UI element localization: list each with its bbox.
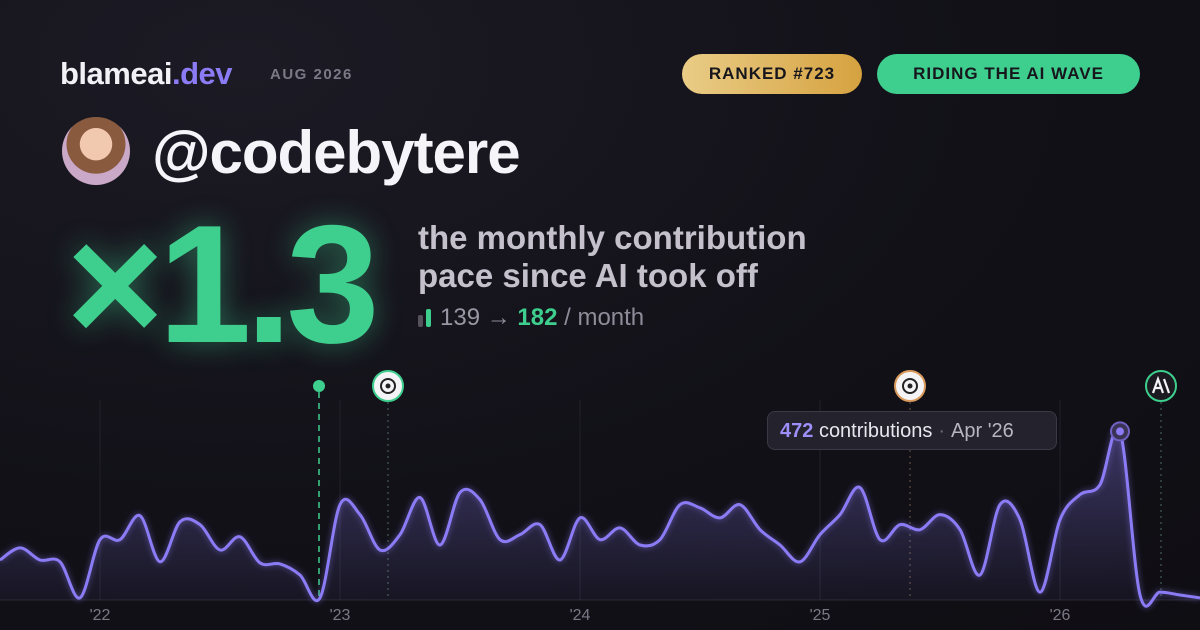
x-tick-label: '24 [570, 607, 591, 624]
avatar [62, 117, 130, 185]
x-tick-label: '22 [90, 607, 111, 624]
report-date: AUG 2026 [270, 66, 353, 83]
status-badge: RIDING THE AI WAVE [877, 54, 1140, 94]
anthropic-icon [1145, 370, 1177, 402]
pace-arrow: → [486, 304, 511, 331]
highlight-point [1116, 427, 1124, 436]
line [0, 426, 1200, 608]
tooltip-date: Apr '26 [951, 420, 1014, 442]
pace-unit: / month [564, 304, 645, 331]
brand-name: blameai [60, 56, 172, 91]
tooltip: 472 contributions · Apr '26 [767, 411, 1057, 450]
brand-tld: .dev [171, 56, 233, 91]
tooltip-label: contributions [818, 420, 933, 442]
pace-stats: 139 → 182 / month [418, 304, 644, 334]
openai-icon [372, 370, 404, 402]
x-tick-label: '23 [330, 607, 351, 624]
description-line: pace since AI took off [418, 257, 758, 294]
pace-after: 182 [517, 304, 558, 331]
x-tick-label: '25 [810, 607, 831, 624]
ai-start-dot [313, 380, 325, 392]
brand: blameai.dev [60, 56, 232, 92]
openai-icon [894, 370, 926, 402]
x-tick-label: '26 [1050, 607, 1071, 624]
tooltip-value: 472 [780, 420, 814, 442]
area-fill [0, 427, 1200, 607]
multiplier: ×1.3 [66, 190, 380, 378]
pace-icon [418, 306, 434, 334]
description-line: the monthly contribution [418, 219, 807, 256]
rank-badge: RANKED #723 [682, 54, 862, 94]
pace-before: 139 [440, 304, 481, 331]
tooltip-separator: · [938, 420, 946, 442]
handle: @codebytere [152, 119, 521, 186]
